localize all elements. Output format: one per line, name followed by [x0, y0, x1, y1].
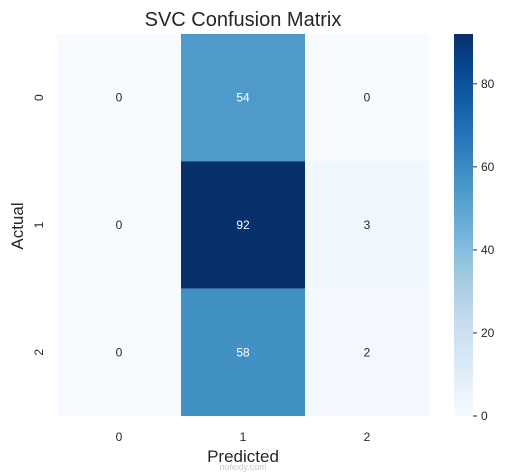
colorbar-tick-label: 60 [481, 160, 495, 174]
x-tick-label: 2 [364, 430, 371, 444]
cell-value-label: 0 [116, 218, 123, 232]
colorbar-gradient [454, 34, 473, 416]
cell-value-label: 0 [116, 91, 123, 105]
heatmap-cells: 0 54 0 0 92 3 0 58 2 [57, 34, 429, 416]
heatmap-cell [305, 34, 429, 162]
cell-value-label: 92 [236, 218, 250, 232]
heatmap-cell [181, 288, 305, 416]
chart-title: SVC Confusion Matrix [145, 9, 342, 31]
y-axis-label: Actual [8, 202, 27, 249]
x-tick-label: 0 [116, 430, 123, 444]
cell-value-label: 54 [236, 91, 250, 105]
cell-value-label: 0 [116, 345, 123, 359]
cell-value-label: 0 [364, 91, 371, 105]
colorbar-tick-label: 80 [481, 77, 495, 91]
heatmap-cell [181, 34, 305, 162]
cell-value-label: 58 [236, 345, 250, 359]
heatmap-cell [305, 161, 429, 289]
y-tick-label: 1 [32, 221, 46, 228]
y-tick-label: 0 [32, 94, 46, 101]
heatmap-cell [57, 288, 181, 416]
colorbar-tick-label: 0 [481, 409, 488, 423]
x-axis-label: Predicted [207, 447, 279, 466]
x-tick-label: 1 [240, 430, 247, 444]
y-tick-labels: 0 1 2 [32, 94, 46, 356]
y-tick-label: 2 [32, 349, 46, 356]
cell-value-label: 2 [364, 345, 371, 359]
heatmap-cell [305, 288, 429, 416]
watermark: nofexly.com [219, 462, 266, 472]
colorbar-tick-label: 20 [481, 326, 495, 340]
colorbar-tick-label: 40 [481, 243, 495, 257]
heatmap-cell [57, 34, 181, 162]
heatmap-cell [181, 161, 305, 289]
colorbar: 0 20 40 60 80 [454, 34, 495, 423]
heatmap-cell [57, 161, 181, 289]
cell-value-label: 3 [364, 218, 371, 232]
x-tick-labels: 0 1 2 [116, 430, 371, 444]
